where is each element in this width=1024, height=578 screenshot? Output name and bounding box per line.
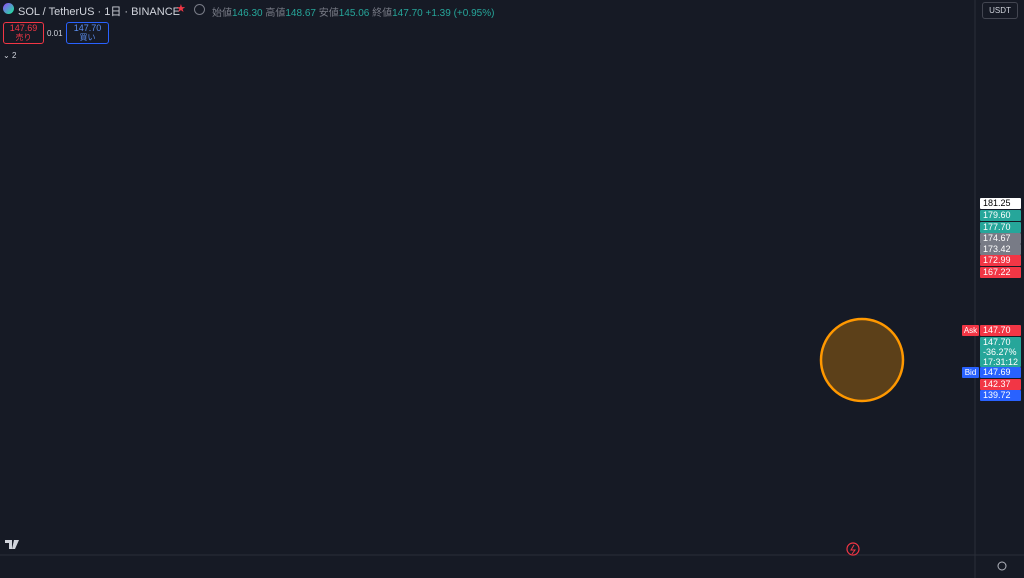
events-bolt <box>850 544 856 555</box>
ohlc-change: +1.39 (+0.95%) <box>425 8 495 19</box>
ohlc-value: 145.06 <box>338 8 370 19</box>
ask-tag: Ask <box>962 325 979 336</box>
price-label: 179.60 <box>980 210 1021 221</box>
bid-price: 147.69 <box>980 367 1021 378</box>
ohlc: 始値146.30 高値148.67 安値145.06 終値147.70 +1.3… <box>212 4 494 19</box>
ohlc-label: 始値 <box>212 8 232 19</box>
ohlc-label: 安値 <box>318 8 339 19</box>
eye-icon[interactable] <box>194 4 205 15</box>
indicators-toggle[interactable]: ⌄ 2 <box>3 51 17 60</box>
settings-icon[interactable] <box>997 561 1007 571</box>
sell-price: 147.69 <box>9 23 38 33</box>
currency-button[interactable]: USDT <box>982 2 1018 19</box>
ohlc-value: 148.67 <box>285 8 316 19</box>
buy-button[interactable]: 147.70 買い <box>66 22 109 44</box>
bid-tag: Bid <box>962 367 979 378</box>
price-label: 177.70 <box>980 222 1021 233</box>
events-icon[interactable] <box>846 542 860 556</box>
price-label: 167.22 <box>980 267 1021 278</box>
last-price: 147.70 <box>983 337 1011 347</box>
price-label: 142.37 <box>980 379 1021 390</box>
symbol-icon <box>3 3 14 14</box>
tradingview-logo[interactable] <box>5 540 19 549</box>
price-label: 172.99 <box>980 255 1021 266</box>
ohlc-label: 終値 <box>372 8 393 19</box>
ohlc-value: 146.30 <box>232 8 263 19</box>
buy-label: 買い <box>79 33 96 42</box>
price-label: 173.42 <box>980 244 1021 255</box>
sell-label: 売り <box>15 33 32 42</box>
last-change: -36.27% <box>983 347 1017 357</box>
indicators-count: 2 <box>11 51 17 60</box>
price-label: 181.25 <box>980 198 1021 209</box>
price-label: 174.67 <box>980 233 1021 244</box>
ask-price: 147.70 <box>980 325 1021 336</box>
favorite-icon[interactable]: ★ <box>176 3 186 15</box>
countdown: 17:31:12 <box>983 357 1019 367</box>
ohlc-label: 高値 <box>265 8 286 19</box>
price-label: 139.72 <box>980 390 1021 401</box>
buy-price: 147.70 <box>73 23 102 33</box>
sell-button[interactable]: 147.69 売り <box>3 22 44 44</box>
spread: 0.01 <box>47 29 63 38</box>
symbol-title[interactable]: SOL / TetherUS · 1日 · BINANCE <box>18 6 180 18</box>
ohlc-value: 147.70 <box>392 8 423 19</box>
price-axis-panel <box>975 0 1024 578</box>
last-price-label: 147.70 -36.27% 17:31:12 <box>980 337 1021 367</box>
highlight-circle <box>819 317 905 403</box>
